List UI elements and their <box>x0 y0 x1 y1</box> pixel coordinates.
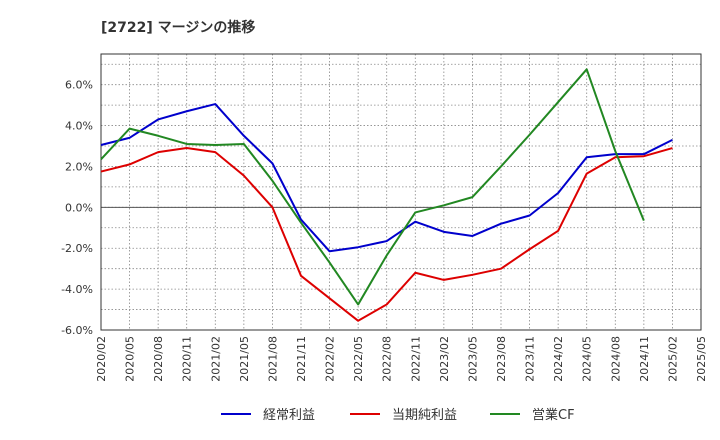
y-tick-label: 0.0% <box>65 201 93 214</box>
series-line-2 <box>100 68 645 306</box>
x-tick-label: 2024/11 <box>638 336 651 382</box>
x-axis: 2020/02 2020/05 2020/08 2020/11 2021/02 2021/… <box>95 336 708 382</box>
y-tick-label: -4.0% <box>61 283 93 296</box>
x-tick-label: 2021/08 <box>266 336 279 382</box>
legend-label: 当期純利益 <box>392 408 457 423</box>
x-tick-label: 2021/05 <box>238 336 251 382</box>
legend-label: 経常利益 <box>263 408 315 423</box>
chart-title: [2722] マージンの推移 <box>101 19 255 36</box>
x-tick-label: 2020/08 <box>152 336 165 382</box>
x-tick-label: 2023/05 <box>466 336 479 382</box>
y-tick-label: -2.0% <box>61 242 93 255</box>
x-tick-label: 2024/05 <box>581 336 594 382</box>
grid <box>101 54 701 330</box>
x-tick-label: 2024/02 <box>552 336 565 382</box>
legend-label: 営業CF <box>532 407 575 423</box>
y-tick-label: 2.0% <box>65 160 93 173</box>
y-axis: 6.0% 4.0% 2.0% 0.0% -2.0% -4.0% -6.0% <box>61 79 93 337</box>
y-tick-label: 4.0% <box>65 120 93 133</box>
series-line-1 <box>100 147 673 322</box>
plot-frame <box>100 53 702 331</box>
x-tick-label: 2020/11 <box>181 336 194 382</box>
x-tick-label: 2023/02 <box>438 336 451 382</box>
x-tick-label: 2023/11 <box>524 336 537 382</box>
x-tick-label: 2025/02 <box>666 336 679 382</box>
x-tick-label: 2024/08 <box>609 336 622 382</box>
x-tick-label: 2020/05 <box>124 336 137 382</box>
x-tick-label: 2021/02 <box>209 336 222 382</box>
series-line-0 <box>100 103 673 253</box>
y-tick-label: 6.0% <box>65 79 93 92</box>
x-tick-label: 2020/02 <box>95 336 108 382</box>
x-tick-label: 2022/02 <box>324 336 337 382</box>
x-tick-label: 2021/11 <box>295 336 308 382</box>
x-tick-label: 2022/11 <box>409 336 422 382</box>
series-lines <box>100 68 673 322</box>
y-tick-label: -6.0% <box>61 324 93 337</box>
x-tick-label: 2023/08 <box>495 336 508 382</box>
x-tick-label: 2022/05 <box>352 336 365 382</box>
legend: 経常利益 当期純利益 営業CF <box>221 407 575 423</box>
x-tick-label: 2025/05 <box>695 336 708 382</box>
x-tick-label: 2022/08 <box>381 336 394 382</box>
